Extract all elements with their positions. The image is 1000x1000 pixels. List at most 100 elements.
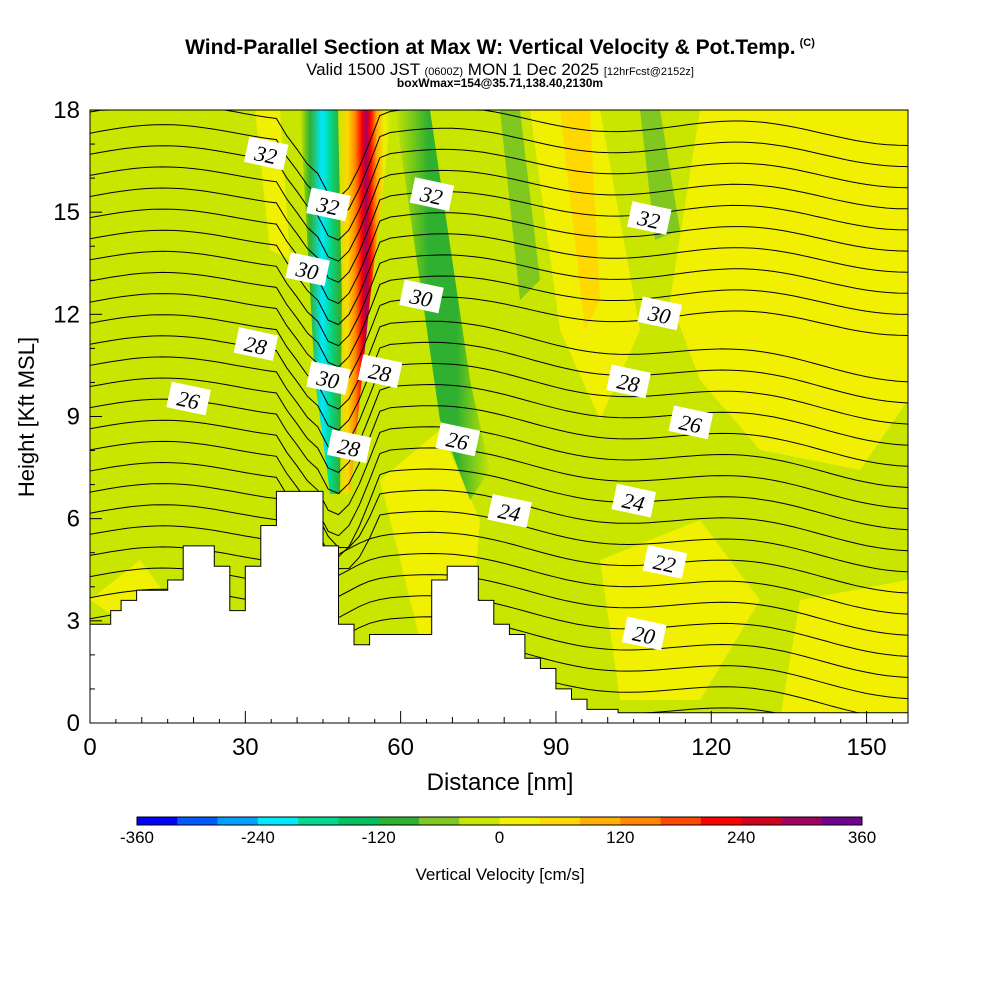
contour-label: 30 xyxy=(637,296,682,331)
contour-label-box xyxy=(621,616,667,651)
contour-label-box xyxy=(306,187,351,222)
contour-label: 30 xyxy=(285,252,330,286)
x-tick-label: 150 xyxy=(847,734,887,761)
x-tick-label: 60 xyxy=(387,734,414,761)
theta-contour-line xyxy=(90,229,908,326)
x-axis: 0 30 60 90 120 150 xyxy=(83,711,893,761)
y-tick-label: 9 xyxy=(67,404,80,431)
theta-contour-line xyxy=(90,419,908,516)
downdraft-band-mid xyxy=(395,110,490,500)
colorbar-ticks: -360 -240 -120 0 120 240 360 xyxy=(120,828,876,847)
theta-contour-line xyxy=(90,314,908,410)
colorbar-frame xyxy=(136,816,863,826)
colorbar-swatch xyxy=(217,817,259,825)
y-axis: 0 3 6 9 12 15 18 xyxy=(53,97,102,737)
colorbar-label: Vertical Velocity [cm/s] xyxy=(415,865,584,884)
x-tick-label: 30 xyxy=(232,734,259,761)
theta-contour-line xyxy=(90,145,908,241)
y-tick-label: 6 xyxy=(67,506,80,533)
theta-contour-line xyxy=(90,271,908,368)
contour-label-box xyxy=(243,136,289,171)
contour-label-text: 32 xyxy=(635,205,663,234)
contour-label: 28 xyxy=(606,364,651,399)
updraft-region-low-east xyxy=(780,580,908,720)
contour-label-box xyxy=(642,545,688,579)
contour-label: 30 xyxy=(399,279,444,314)
contour-label: 24 xyxy=(487,494,532,528)
contour-label-text: 30 xyxy=(645,300,673,329)
colorbar-swatch xyxy=(781,817,823,825)
y-tick-label: 0 xyxy=(67,710,80,737)
y-tick-label: 3 xyxy=(67,608,80,635)
theta-contour-line xyxy=(90,187,908,283)
contour-label-text: 30 xyxy=(314,365,342,394)
valid-fcst: [12hrFcst@2152z] xyxy=(603,66,694,78)
contour-label-text: 30 xyxy=(407,283,435,312)
theta-contour-line xyxy=(90,208,908,304)
colorbar-swatch xyxy=(257,817,299,825)
colorbar-swatch xyxy=(298,817,339,825)
theta-contour-line xyxy=(90,377,908,473)
contour-label-text: 26 xyxy=(677,409,704,438)
contour-label-box xyxy=(326,429,372,464)
colorbar-tick-label: -360 xyxy=(120,828,154,847)
contour-label: 30 xyxy=(306,361,351,395)
contour-label: 28 xyxy=(233,327,279,361)
colorbar-swatch xyxy=(177,817,218,825)
contour-labels: 32 32 32 32 30 30 30 30 28 28 28 28 26 26 26 24 24 22 20 xyxy=(166,136,714,651)
contour-label: 32 xyxy=(627,201,672,235)
contour-label-box xyxy=(306,361,351,395)
contour-label-text: 26 xyxy=(444,426,471,455)
colorbar-swatch xyxy=(418,817,460,825)
contour-label: 32 xyxy=(243,136,289,171)
colorbar-swatch xyxy=(620,817,661,825)
contour-label-text: 20 xyxy=(631,620,658,649)
contour-label-box xyxy=(399,279,444,314)
colorbar-tick-label: 360 xyxy=(848,828,876,847)
colorbar-tick-label: 240 xyxy=(727,828,755,847)
theta-contour-line xyxy=(90,124,908,220)
contour-label-text: 28 xyxy=(366,358,393,387)
theta-contour-line xyxy=(90,461,908,558)
contour-label-box xyxy=(637,296,682,331)
colorbar-swatch xyxy=(741,817,782,825)
theta-contour-line xyxy=(90,250,908,347)
theta-contour-line xyxy=(90,166,908,262)
contour-label-text: 22 xyxy=(651,549,678,578)
contour-label: 26 xyxy=(668,405,714,440)
colorbar-swatch xyxy=(137,817,178,825)
box-info: boxWmax=154@35.71,138.40,2130m xyxy=(396,76,604,90)
contour-label-box xyxy=(668,405,714,440)
contour-label: 28 xyxy=(357,354,403,389)
colorbar-swatch xyxy=(499,817,541,825)
contour-label-box xyxy=(606,364,651,399)
terrain xyxy=(89,490,909,724)
colorbar xyxy=(136,816,863,826)
colorbar-tick-label: 0 xyxy=(495,828,504,847)
contour-label-text: 30 xyxy=(293,256,321,285)
x-tick-label: 0 xyxy=(83,734,96,761)
theta-contour-line xyxy=(90,546,908,615)
chart-title-text: Wind-Parallel Section at Max W: Vertical… xyxy=(185,36,796,59)
colorbar-tick-label: -120 xyxy=(362,828,396,847)
updraft-region-east xyxy=(670,110,908,470)
contour-label: 22 xyxy=(642,545,688,579)
contour-label: 20 xyxy=(621,616,667,651)
theta-contour-line xyxy=(90,293,908,389)
contour-label-box xyxy=(611,483,657,518)
contour-label-box xyxy=(166,381,211,416)
contour-label: 26 xyxy=(435,422,481,457)
y-tick-label: 15 xyxy=(53,199,80,226)
contour-label: 32 xyxy=(306,187,351,222)
contour-label-text: 32 xyxy=(417,181,445,210)
terrain-surface xyxy=(89,490,909,724)
contour-label-box xyxy=(435,422,481,457)
contour-label: 26 xyxy=(166,381,211,416)
theta-contour-line xyxy=(90,356,908,452)
contour-label-box xyxy=(487,494,532,528)
contour-label-text: 32 xyxy=(252,140,280,169)
valid-main: Valid 1500 JST xyxy=(306,60,420,79)
theta-contour-line xyxy=(90,440,908,537)
x-tick-label: 90 xyxy=(543,734,570,761)
x-tick-label: 120 xyxy=(691,734,731,761)
